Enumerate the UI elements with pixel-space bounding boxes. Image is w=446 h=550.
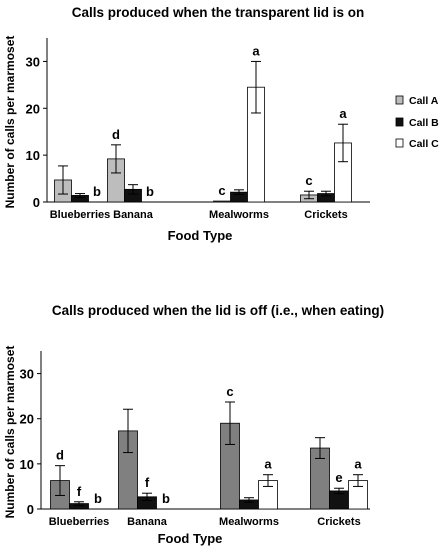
x-tick-label: Mealworms [209,209,269,221]
significance-label: c [226,384,233,399]
y-axis-label: Number of calls per marmoset [3,346,17,519]
x-tick-label: Crickets [304,209,347,221]
significance-label: a [252,43,260,58]
chart-lid-off: Calls produced when the lid is off (i.e.… [3,303,384,546]
legend-item-call-b: Call B [395,117,439,129]
chart-lid-on: Calls produced when the transparent lid … [3,5,439,243]
significance-label: b [162,491,170,506]
x-tick-label: Blueberries [50,209,111,221]
legend-swatch [395,138,404,148]
significance-label: b [93,184,101,199]
significance-label: a [339,106,347,121]
legend-item-call-a: Call A [395,95,439,107]
x-axis-label: Food Type [158,531,223,546]
y-tick-label: 0 [33,195,40,210]
significance-label: c [305,173,312,188]
significance-label: f [77,484,82,499]
x-axis-label: Food Type [168,228,233,243]
significance-label: c [218,183,225,198]
x-tick-label: Blueberries [49,516,110,528]
y-tick-label: 0 [27,502,34,517]
legend-swatch [395,117,404,127]
significance-label: d [56,448,64,463]
plot-area: 0 10 20 30 Blueberries b Banana d b Mealworms c a Cr… [26,38,370,221]
x-tick-label: Banana [127,516,168,528]
chart-title: Calls produced when the transparent lid … [72,5,365,20]
significance-label: a [264,457,272,472]
significance-label: f [145,475,150,490]
legend-swatch [395,95,404,105]
x-tick-label: Banana [113,209,154,221]
y-tick-label: 10 [20,457,34,472]
x-tick-label: Crickets [317,516,360,528]
legend-item-call-c: Call C [395,138,439,150]
bar [213,200,231,203]
legend-label: Call C [409,138,439,150]
legend: Call A Call B Call C [395,95,439,150]
significance-label: b [146,184,154,199]
significance-label: a [354,457,362,472]
x-tick-label: Mealworms [219,516,279,528]
significance-label: b [94,491,102,506]
legend-label: Call B [409,117,439,129]
y-tick-label: 10 [26,148,40,163]
legend-label: Call A [409,95,439,107]
y-tick-label: 20 [26,101,40,116]
y-tick-label: 20 [20,412,34,427]
y-tick-label: 30 [20,367,34,382]
chart-title: Calls produced when the lid is off (i.e.… [52,303,384,318]
y-tick-label: 30 [26,54,40,69]
significance-label: d [112,127,120,142]
significance-label: e [335,470,342,485]
y-axis-label: Number of calls per marmoset [3,36,17,209]
